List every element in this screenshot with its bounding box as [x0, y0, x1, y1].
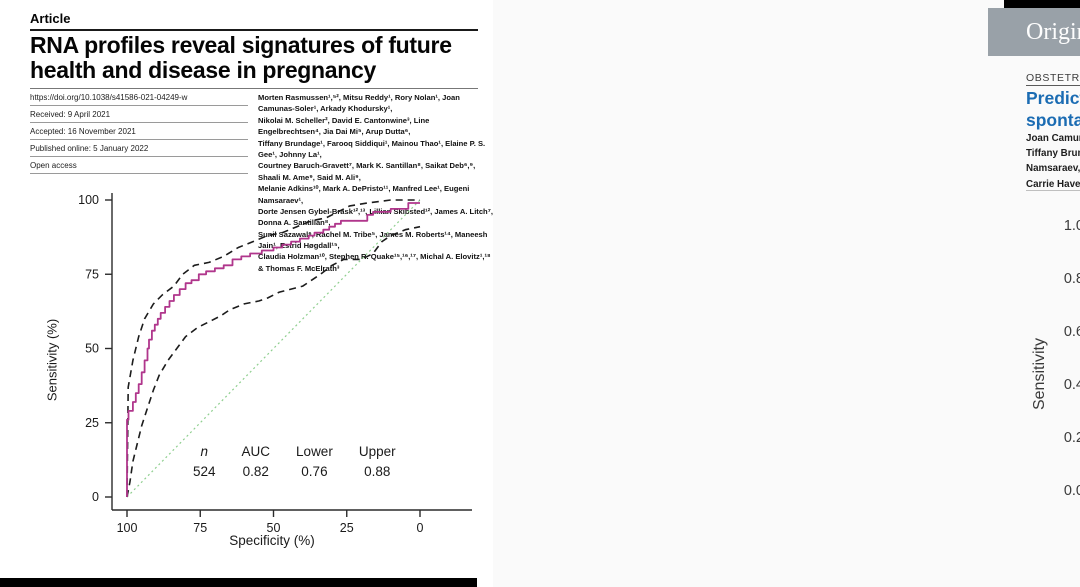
auc-stats-table: n 524 AUC 0.82 Lower 0.76 Upper 0.88	[193, 444, 396, 479]
top-black-bar	[1004, 0, 1080, 8]
stats-col-auc: AUC 0.82	[241, 444, 271, 479]
stats-col-upper: Upper 0.88	[358, 444, 396, 479]
article-metadata: https://doi.org/10.1038/s41586-021-04249…	[30, 89, 248, 174]
svg-text:0.6: 0.6	[1064, 324, 1080, 340]
svg-text:0.0: 0.0	[1064, 483, 1080, 499]
received-date: Received: 9 April 2021	[30, 106, 248, 123]
svg-text:0.4: 0.4	[1064, 377, 1080, 393]
svg-text:100: 100	[78, 193, 99, 207]
y-axis-label: Sensitivity	[1031, 337, 1048, 411]
kicker-rule	[30, 29, 478, 31]
article-title: RNA profiles reveal signatures of future…	[30, 32, 452, 84]
svg-text:75: 75	[85, 267, 99, 281]
page-footer-bar	[0, 578, 477, 587]
x-axis-label: Specificity (%)	[229, 533, 315, 548]
author-list: Joan Camunas-Soler, PhD; Elaine P. S. Ge…	[1026, 133, 1080, 190]
stats-col-n: n 524	[193, 444, 216, 479]
svg-text:75: 75	[193, 521, 207, 535]
svg-text:0.8: 0.8	[1064, 271, 1080, 287]
header-section-title: Original Research	[1026, 18, 1080, 45]
section-divider	[1026, 190, 1080, 191]
article-title: Predictive RNA profiles for early and ve…	[1026, 88, 1080, 130]
svg-text:50: 50	[267, 521, 281, 535]
y-axis-label: Sensitivity (%)	[44, 318, 60, 402]
header-rule	[30, 88, 478, 89]
article-kicker: Article	[30, 11, 71, 26]
accepted-date: Accepted: 16 November 2021	[30, 123, 248, 140]
article-category: OBSTETRICS	[1026, 72, 1080, 86]
svg-text:50: 50	[85, 342, 99, 356]
svg-text:25: 25	[85, 416, 99, 430]
svg-text:25: 25	[340, 521, 354, 535]
nature-article-page: Article RNA profiles reveal signatures o…	[0, 0, 493, 587]
published-date: Published online: 5 January 2022	[30, 140, 248, 157]
stats-col-lower: Lower 0.76	[296, 444, 333, 479]
roc-chart-nature: 0 25 50 75 100 100 75 50 25 0	[78, 193, 472, 535]
author-list: Morten Rasmussen¹,⁵², Mitsu Reddy¹, Rory…	[258, 93, 493, 273]
svg-text:0: 0	[417, 521, 424, 535]
svg-text:0: 0	[92, 490, 99, 504]
svg-text:1.0: 1.0	[1064, 218, 1080, 234]
ajog-article-page: Original Research ajog.org OBSTETRICS Pr…	[493, 0, 1080, 587]
open-access-label: Open access	[30, 157, 248, 174]
journal-header-bar: Original Research ajog.org	[988, 8, 1080, 56]
roc-chart-ajog: 0.00.20.40.60.81.00.00.20.40.60.81.0	[1064, 218, 1080, 499]
svg-text:100: 100	[117, 521, 138, 535]
doi-text: https://doi.org/10.1038/s41586-021-04249…	[30, 89, 248, 106]
svg-text:0.2: 0.2	[1064, 430, 1080, 446]
